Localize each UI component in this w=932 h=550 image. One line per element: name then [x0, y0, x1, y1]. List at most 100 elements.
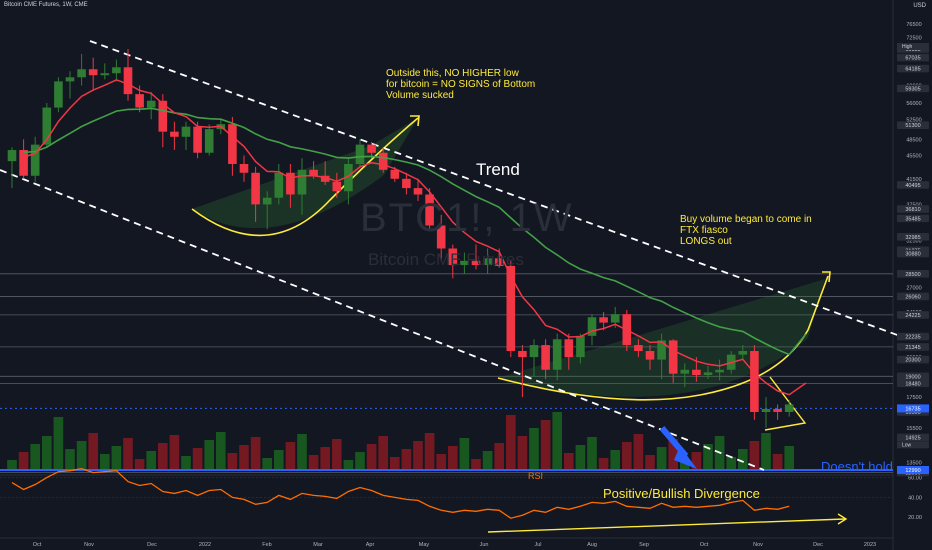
- volume-bar: [250, 437, 261, 470]
- volume-bar: [100, 454, 110, 470]
- price-label: 67035: [905, 56, 920, 62]
- volume-bar: [158, 443, 168, 470]
- candle-body: [506, 265, 516, 352]
- volume-bar: [18, 452, 29, 470]
- candle-body: [320, 175, 330, 182]
- volume-bar: [378, 436, 388, 470]
- volume-bar: [448, 446, 458, 470]
- candle-body: [251, 172, 260, 205]
- candle-body: [65, 77, 75, 82]
- candle-body: [262, 197, 272, 205]
- volume-bar: [680, 460, 690, 470]
- price-label: 35485: [905, 216, 920, 222]
- volume-bar: [587, 437, 597, 470]
- price-label: 40495: [905, 183, 920, 189]
- candle-body: [239, 163, 249, 173]
- candle-body: [402, 178, 411, 189]
- watermark-name: Bitcoin CME Futures: [368, 250, 524, 269]
- volume-bar: [42, 436, 52, 470]
- price-label-box: [897, 205, 929, 213]
- candle-body: [703, 372, 713, 375]
- price-label-box: [897, 233, 929, 241]
- price-label: 51300: [905, 123, 920, 129]
- volume-bar: [227, 453, 238, 470]
- volume-bar: [645, 455, 655, 470]
- candle-body: [773, 408, 782, 412]
- volume-bar: [598, 458, 609, 470]
- volume-bar: [517, 436, 528, 470]
- price-label: 28500: [905, 272, 920, 278]
- candle-body: [54, 81, 63, 108]
- time-tick-label: Oct: [700, 542, 709, 548]
- time-tick-label: Jun: [480, 542, 489, 548]
- volume-bar: [181, 456, 191, 470]
- candle-body: [297, 169, 307, 195]
- volume-bar: [761, 433, 771, 470]
- price-tick-label: 48500: [906, 137, 921, 143]
- price-label: 24225: [905, 313, 920, 319]
- price-label: 59305: [905, 87, 920, 93]
- volume-bar: [134, 459, 145, 470]
- candle-body: [158, 100, 168, 132]
- candle-body: [112, 67, 121, 74]
- time-tick-label: 2023: [864, 542, 876, 548]
- rsi-tick-label: 20.00: [908, 515, 922, 521]
- price-label: 26060: [905, 294, 920, 300]
- candle-body: [692, 369, 701, 375]
- price-label: 22235: [905, 335, 920, 341]
- price-tick-label: 17500: [906, 395, 921, 401]
- price-tick-label: 41500: [906, 177, 921, 183]
- candle-body: [750, 351, 759, 412]
- candle-body: [390, 169, 400, 179]
- volume-bar: [668, 439, 678, 470]
- candle-body: [587, 317, 597, 336]
- candle-body: [344, 163, 353, 192]
- price-label-box: [897, 84, 929, 93]
- volume-bar: [471, 459, 481, 470]
- candle-body: [576, 335, 585, 358]
- volume-bar: [204, 440, 214, 470]
- arrow-head-2: [822, 271, 831, 283]
- price-label: 36810: [905, 207, 920, 213]
- divergence-line: [487, 518, 846, 533]
- price-label: 16500: [905, 410, 920, 416]
- yellow-arrow-small: [764, 376, 807, 431]
- time-tick-label: 2022: [199, 542, 211, 548]
- candle-body: [448, 248, 458, 266]
- volume-bar: [552, 412, 562, 470]
- volume-bar: [564, 453, 574, 470]
- candle-body: [332, 181, 342, 192]
- volume-bar: [749, 441, 760, 470]
- volume-bar: [738, 449, 748, 470]
- low-label: Low: [902, 442, 912, 448]
- candle-body: [460, 260, 469, 266]
- volume-bar: [784, 446, 794, 470]
- candle-body: [645, 351, 655, 360]
- volume-bar: [88, 433, 98, 470]
- candle-body: [529, 345, 539, 358]
- rsi-tick-label: 60.00: [908, 476, 922, 482]
- volume-bar: [401, 449, 412, 470]
- candle-body: [193, 126, 202, 153]
- price-label: 18480: [905, 381, 920, 387]
- candle-body: [761, 408, 771, 412]
- time-tick-label: Aug: [587, 542, 597, 548]
- yellow-arc-2: [497, 275, 829, 401]
- volume-bar: [146, 451, 156, 470]
- candle-body: [668, 340, 678, 374]
- candle-body: [170, 131, 179, 137]
- rsi-label: RSI: [528, 471, 543, 481]
- candle-body: [77, 69, 86, 78]
- volume-bar: [169, 435, 180, 470]
- candle-body: [204, 129, 214, 153]
- watermark-symbol: BTC1!, 1W: [360, 196, 574, 240]
- time-tick-label: Mar: [313, 542, 323, 548]
- time-tick-label: Feb: [262, 542, 271, 548]
- volume-bar: [30, 444, 40, 470]
- volume-bar: [308, 455, 319, 470]
- price-label-box: [897, 64, 929, 73]
- currency-label: USD: [913, 3, 926, 9]
- price-label-box: [897, 121, 929, 129]
